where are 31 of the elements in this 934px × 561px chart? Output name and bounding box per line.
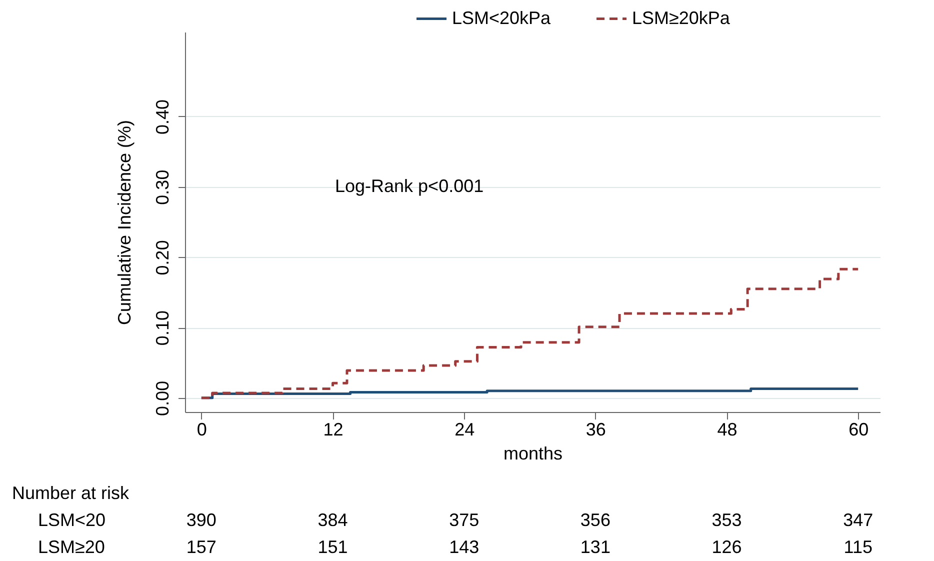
x-tick-label: 24	[454, 420, 475, 440]
text: 115	[844, 537, 872, 557]
text: 384	[318, 510, 348, 530]
y-tick-label: 0.40	[152, 99, 172, 134]
text: 375	[449, 510, 480, 530]
text: 143	[449, 537, 480, 557]
text: LSM<20	[38, 510, 106, 530]
y-tick-label: 0.00	[152, 380, 172, 416]
text: 390	[186, 510, 216, 530]
y-axis-title: Cumulative Incidence (%)	[114, 120, 134, 326]
y-tick-label: 0.30	[152, 170, 172, 205]
annotation: Log-Rank p<0.001	[335, 176, 484, 196]
y-tick-label: 0.20	[152, 240, 172, 276]
x-axis-title: months	[503, 444, 563, 464]
text: 157	[186, 537, 216, 557]
y-tick-label: 0.10	[152, 310, 172, 346]
legend-label: LSM≥20kPa	[632, 8, 731, 28]
text: 151	[318, 537, 348, 557]
text: 356	[580, 510, 610, 530]
text: Number at risk	[12, 483, 130, 503]
x-tick-label: 36	[586, 420, 606, 440]
text: 131	[580, 537, 610, 557]
text: 353	[712, 510, 742, 530]
x-tick-label: 0	[196, 420, 207, 440]
text: 347	[843, 510, 874, 530]
text: 126	[712, 537, 742, 557]
text: LSM≥20	[38, 537, 105, 557]
x-tick-label: 12	[323, 420, 344, 440]
legend-label: LSM<20kPa	[452, 8, 552, 28]
x-tick-label: 60	[848, 420, 869, 440]
x-tick-label: 48	[717, 420, 738, 440]
